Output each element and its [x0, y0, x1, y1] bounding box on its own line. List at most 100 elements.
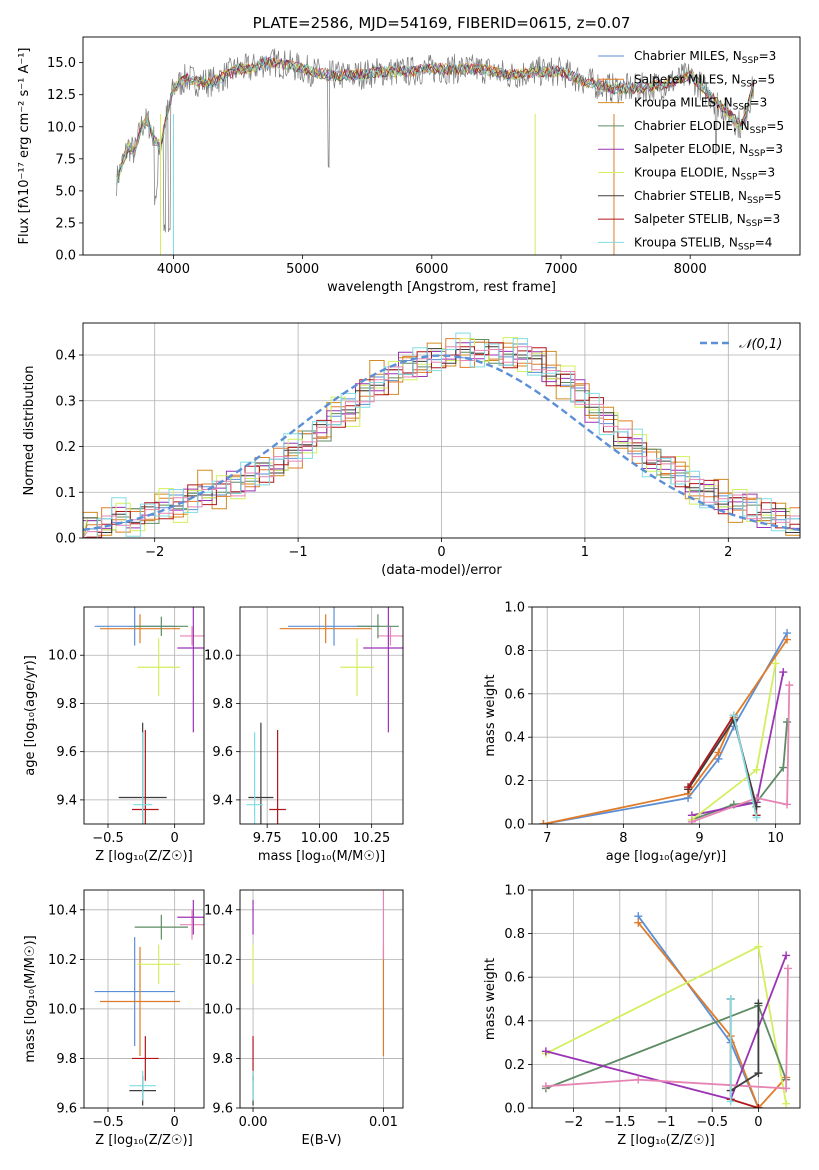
errorbar-point-kroupa_elodie — [137, 944, 180, 985]
errorbar-point-kroupa_stelib — [129, 1070, 156, 1101]
errorbar-point-salpeter_miles — [100, 614, 180, 644]
y-tick-label: 0.4 — [504, 1014, 525, 1029]
weight-marker — [541, 1047, 550, 1056]
y-tick-label: 15.0 — [47, 56, 76, 71]
legend-prefix: Salpeter STELIB, N — [634, 212, 746, 226]
legend-subscript: SSP — [746, 219, 763, 229]
weight-marker — [783, 718, 792, 727]
y-tick-label: 10.0 — [204, 649, 233, 664]
chart-age_vs_Z: −0.5 0 9.4 9.6 9.8 10.0 Z [log₁₀(Z/Z☉)] age [lo… — [23, 606, 205, 864]
legend-entry: Chabrier ELODIE, NSSP=5 — [634, 119, 784, 136]
y-tick-label: 0.1 — [55, 486, 76, 501]
x-tick-label: −2 — [145, 545, 164, 560]
model-line-kroupa_stelib — [116, 56, 754, 186]
y-tick-label: 10.2 — [48, 953, 77, 968]
legend-suffix: =4 — [755, 235, 773, 249]
x-axis-label: Z [log₁₀(Z/Z☉)] — [95, 1133, 192, 1148]
y-tick-label: 9.8 — [212, 697, 233, 712]
errorbar-point-salpeter_stelib — [269, 729, 286, 824]
y-tick-label: 5.0 — [55, 184, 76, 199]
y-tick-label: 10.2 — [204, 953, 233, 968]
errorbar-point-chabrier_elodie — [134, 914, 188, 940]
weight-marker — [752, 765, 761, 774]
errorbar-point-kroupa_stelib — [133, 732, 152, 824]
legend-entry: 𝒩(0,1) — [739, 337, 782, 352]
weight-line-pink — [545, 968, 789, 1090]
x-tick-label: 10.25 — [353, 831, 390, 846]
plot-area — [532, 607, 800, 824]
x-tick-label: −1 — [656, 1115, 675, 1130]
x-tick-label: 9.75 — [253, 831, 282, 846]
weight-marker — [754, 999, 763, 1008]
x-tick-label: 7000 — [544, 262, 577, 277]
weight-marker — [634, 918, 643, 927]
weight-marker — [785, 681, 794, 690]
y-tick-label: 10.4 — [204, 903, 233, 918]
plot-area — [240, 607, 403, 824]
x-tick-label: 8000 — [674, 262, 707, 277]
x-tick-label: 0 — [171, 831, 179, 846]
errorbar-point-chabrier_elodie — [134, 616, 188, 636]
errorbar-point-salpeter_miles — [100, 946, 180, 1056]
x-tick-label: 6000 — [415, 262, 448, 277]
model-line-chabrier_stelib — [116, 56, 754, 186]
x-tick-label: 4000 — [157, 262, 190, 277]
weight-line-pink — [691, 685, 791, 823]
axes-frame — [82, 322, 801, 539]
y-axis-label: Normed distribution — [22, 366, 37, 496]
chart-residuals: −2 −1 0 1 2 0.0 0.1 0.2 0.3 0.4 (data-model)/error… — [22, 322, 801, 578]
weight-marker — [782, 1099, 791, 1108]
legend-subscript: SSP — [750, 126, 767, 136]
plot-area — [84, 890, 204, 1108]
errorbar-point-salpeter_elodie — [363, 607, 403, 733]
weight-marker — [754, 942, 763, 951]
legend-subscript: SSP — [748, 149, 765, 159]
y-tick-label: 0.8 — [504, 927, 525, 942]
data-spectrum-line — [116, 48, 755, 233]
y-tick-label: 10.4 — [48, 903, 77, 918]
weight-line-kroupa_stelib — [732, 715, 758, 818]
legend-suffix: =3 — [765, 142, 783, 156]
x-tick-label: −0.5 — [696, 1115, 728, 1130]
x-tick-label: 0 — [754, 1115, 762, 1130]
legend-entry: Chabrier STELIB, NSSP=5 — [634, 189, 782, 206]
y-tick-label: 10.0 — [204, 1002, 233, 1017]
x-axis-label: Z [log₁₀(Z/Z☉)] — [617, 1133, 714, 1148]
y-tick-label: 9.8 — [56, 697, 77, 712]
legend-prefix: Chabrier STELIB, N — [634, 189, 747, 203]
x-axis-label: Z [log₁₀(Z/Z☉)] — [95, 849, 192, 864]
errorbar-point-chabrier_elodie — [357, 614, 399, 639]
weight-line-salpeter_miles — [637, 922, 787, 1108]
y-axis-label: mass weight — [483, 958, 498, 1040]
hist-step-kroupa_stelib — [83, 332, 800, 538]
hist-step-salpeter_stelib — [83, 342, 800, 538]
weight-marker — [779, 763, 788, 772]
legend-suffix: =3 — [759, 49, 777, 63]
y-tick-label: 0.4 — [504, 731, 525, 746]
y-tick-label: 9.8 — [56, 1052, 77, 1067]
chart-mass_vs_Z: −0.5 0 9.6 9.8 10.0 10.2 10.4 Z [log₁₀(Z/Z☉)] ma… — [23, 889, 205, 1148]
errorbar-point-pink — [180, 909, 204, 940]
legend-subscript: SSP — [741, 79, 758, 89]
y-tick-label: 0.2 — [504, 774, 525, 789]
errorbar-point-kroupa_elodie — [137, 638, 180, 697]
x-tick-label: −0.5 — [92, 831, 124, 846]
legend-subscript: SSP — [738, 242, 755, 252]
y-tick-label: 0.4 — [55, 349, 76, 364]
weight-line-chabrier_miles — [543, 632, 788, 824]
plot-area — [116, 48, 755, 255]
legend-prefix: Salpeter MILES, N — [634, 72, 741, 86]
legend-suffix: =5 — [764, 189, 782, 203]
weight-marker — [779, 668, 788, 677]
weight-marker — [783, 800, 792, 809]
legend-entry: Kroupa MILES, NSSP=3 — [634, 96, 767, 113]
x-tick-label: 0.00 — [239, 1115, 268, 1130]
legend-suffix: =3 — [750, 96, 768, 110]
x-tick-label: 0 — [171, 1115, 179, 1130]
x-tick-label: 0 — [437, 545, 445, 560]
weight-marker — [783, 964, 792, 973]
legend-entry: Kroupa ELODIE, NSSP=3 — [634, 166, 775, 183]
weight-marker — [782, 951, 791, 960]
x-tick-label: 10 — [767, 831, 784, 846]
